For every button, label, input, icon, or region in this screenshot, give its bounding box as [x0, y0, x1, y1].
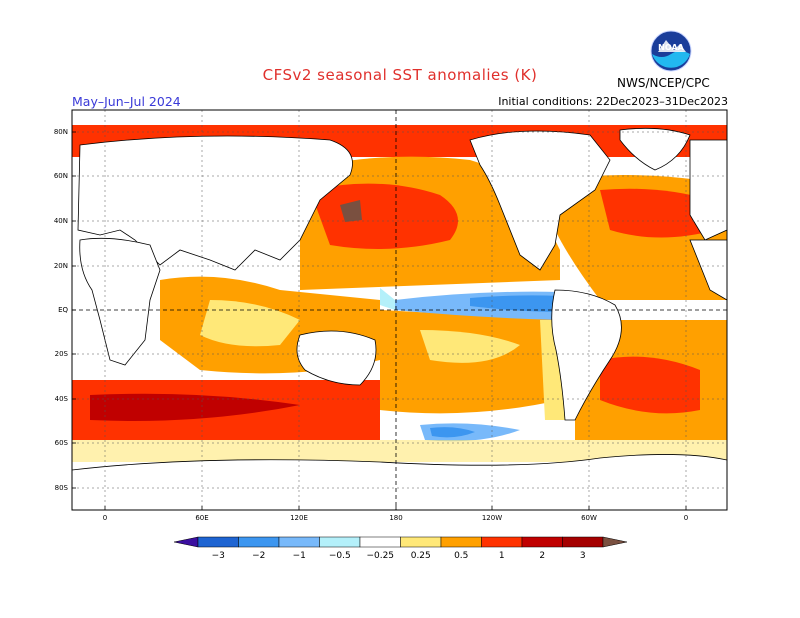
colorbar-segment — [173, 536, 199, 548]
colorbar-label: 0.5 — [454, 551, 468, 561]
colorbar-segment — [319, 536, 361, 548]
lon-label: 180 — [389, 514, 402, 522]
colorbar-label: −1 — [293, 551, 306, 561]
colorbar-segment — [481, 536, 523, 548]
colorbar-label: −0.5 — [329, 551, 351, 561]
forecast-period: May–Jun–Jul 2024 — [72, 94, 181, 109]
lon-label: 60W — [581, 514, 597, 522]
colorbar-segment — [359, 536, 401, 548]
colorbar-label: −3 — [212, 551, 225, 561]
colorbar-label: 0.25 — [411, 551, 431, 561]
lon-label: 60E — [195, 514, 208, 522]
svg-text:NOAA: NOAA — [658, 43, 684, 52]
colorbar-segment — [440, 536, 482, 548]
lon-label: 0 — [103, 514, 107, 522]
colorbar-label: 1 — [499, 551, 505, 561]
lat-label: EQ — [58, 306, 68, 314]
lon-label: 0 — [684, 514, 688, 522]
colorbar: −3 −2 −1 −0.5 −0.25 0.25 0.5 1 2 3 — [173, 536, 628, 561]
colorbar-segment — [602, 536, 628, 548]
lat-label: 40N — [54, 217, 68, 225]
colorbar-segment — [562, 536, 604, 548]
colorbar-segment — [521, 536, 563, 548]
lat-label: 20S — [55, 350, 69, 358]
colorbar-segment — [278, 536, 320, 548]
lat-label: 60S — [55, 439, 69, 447]
colorbar-segment — [400, 536, 442, 548]
colorbar-segment — [197, 536, 239, 548]
colorbar-label: 3 — [580, 551, 586, 561]
lat-label: 80N — [54, 128, 68, 136]
colorbar-label: −0.25 — [366, 551, 394, 561]
colorbar-label: 2 — [539, 551, 545, 561]
noaa-logo: NOAA — [650, 30, 692, 72]
colorbar-segment — [238, 536, 280, 548]
initial-conditions: Initial conditions: 22Dec2023–31Dec2023 — [498, 95, 728, 108]
lat-label: 60N — [54, 172, 68, 180]
lon-label: 120E — [290, 514, 308, 522]
agency-label: NWS/NCEP/CPC — [617, 76, 710, 90]
chart-title: CFSv2 seasonal SST anomalies (K) — [262, 66, 538, 84]
lat-label: 40S — [55, 395, 69, 403]
lon-label: 120W — [482, 514, 502, 522]
lat-label: 20N — [54, 262, 68, 270]
colorbar-label: −2 — [252, 551, 265, 561]
lat-label: 80S — [55, 484, 69, 492]
